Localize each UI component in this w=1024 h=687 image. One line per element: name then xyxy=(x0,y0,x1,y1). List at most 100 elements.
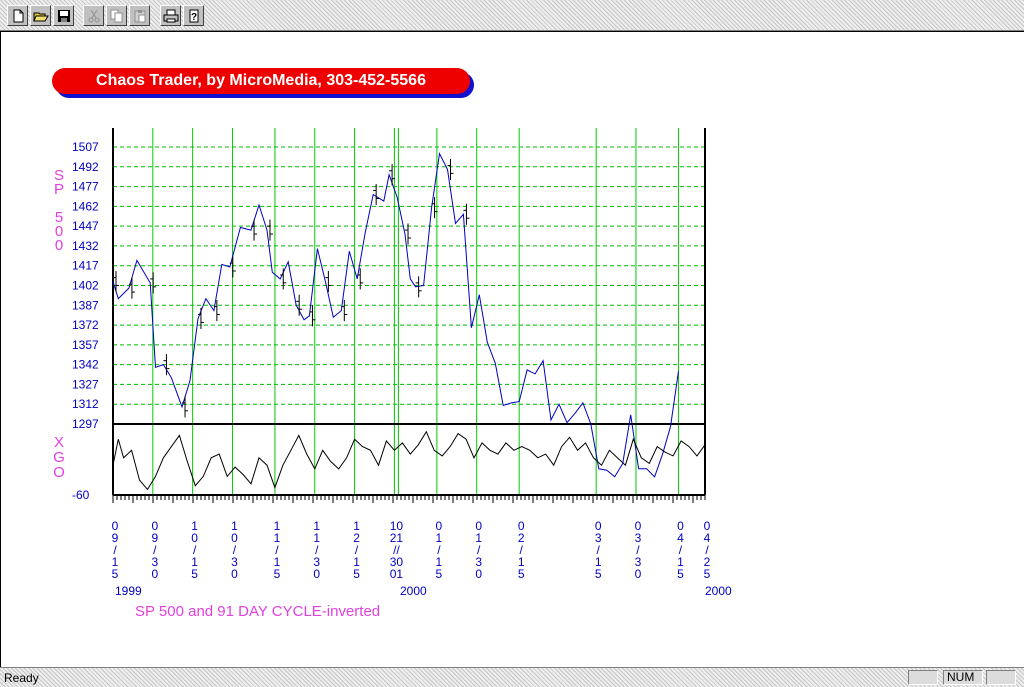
x-tick-label: 1 xyxy=(274,555,281,569)
status-pane-caps xyxy=(908,670,938,685)
x-year-label: 2000 xyxy=(400,584,427,598)
chart-window xyxy=(0,31,1024,667)
x-tick-label: 3 xyxy=(635,555,642,569)
x-tick-label: 4 xyxy=(677,531,684,545)
x-tick-label: / xyxy=(705,543,709,557)
x-tick-label: 0 xyxy=(677,519,684,533)
x-tick-label: 1 xyxy=(313,519,320,533)
paste-icon xyxy=(134,9,145,22)
y-tick-label: 1477 xyxy=(72,180,99,194)
x-tick-label: 0 xyxy=(635,567,642,581)
x-tick-label: 1 xyxy=(274,519,281,533)
y-tick-label: 1312 xyxy=(72,397,99,411)
x-tick-label: 3 xyxy=(151,555,158,569)
lower-panel-title-char: G xyxy=(53,449,65,466)
x-tick-label: 3 xyxy=(313,555,320,569)
x-tick-label: 5 xyxy=(677,567,684,581)
x-tick-label: / xyxy=(477,543,481,557)
scissors-icon xyxy=(88,9,99,22)
upper-panel-title-char: 0 xyxy=(55,223,63,240)
x-tick-label: / xyxy=(437,543,441,557)
open-folder-icon xyxy=(32,12,49,21)
x-tick-label: 1 xyxy=(353,519,360,533)
x-tick-label: 01 xyxy=(390,567,404,581)
x-tick-label: / xyxy=(315,543,319,557)
x-tick-label: 0 xyxy=(518,519,525,533)
x-tick-label: / xyxy=(596,543,600,557)
upper-panel-title-char: 0 xyxy=(55,237,63,254)
projected-price-line xyxy=(112,151,679,478)
x-tick-label: 0 xyxy=(475,567,482,581)
x-tick-label: // xyxy=(393,543,400,557)
y-tick-label: 1507 xyxy=(72,140,99,154)
paste-button[interactable] xyxy=(129,5,150,26)
x-tick-label: 2 xyxy=(353,531,360,545)
copy-icon xyxy=(110,9,122,22)
save-disk-icon xyxy=(57,9,70,22)
x-tick-label: 5 xyxy=(704,567,711,581)
x-tick-label: / xyxy=(355,543,359,557)
x-tick-label: 0 xyxy=(231,567,238,581)
upper-panel-title-char: P xyxy=(54,181,64,198)
x-tick-label: / xyxy=(679,543,683,557)
status-bar: Ready NUM xyxy=(0,667,1024,687)
y-tick-label: 1342 xyxy=(72,358,99,372)
upper-panel-title-char: 5 xyxy=(55,209,63,226)
cycle-inverted-line xyxy=(112,430,706,491)
y-tick-label: 1492 xyxy=(72,160,99,174)
x-tick-label: 1 xyxy=(436,531,443,545)
x-tick-label: 1 xyxy=(436,555,443,569)
x-tick-label: 5 xyxy=(353,567,360,581)
new-button[interactable] xyxy=(7,5,28,26)
help-button[interactable]: ? xyxy=(183,5,204,26)
x-tick-label: 2 xyxy=(518,531,525,545)
x-tick-label: 1 xyxy=(313,531,320,545)
x-tick-label: 5 xyxy=(112,567,119,581)
lower-panel-title-char: O xyxy=(53,464,65,481)
x-tick-label: 3 xyxy=(231,555,238,569)
lower-panel-title-char: X xyxy=(54,434,64,451)
save-button[interactable] xyxy=(53,5,74,26)
x-tick-label: 5 xyxy=(436,567,443,581)
x-tick-label: 9 xyxy=(151,531,158,545)
status-pane-num: NUM xyxy=(943,670,983,685)
x-tick-label: / xyxy=(636,543,640,557)
x-tick-label: 0 xyxy=(635,519,642,533)
x-tick-label: / xyxy=(193,543,197,557)
open-button[interactable] xyxy=(30,5,51,26)
x-tick-label: 0 xyxy=(475,519,482,533)
new-document-icon xyxy=(13,9,23,22)
y-tick-label: 1432 xyxy=(72,239,99,253)
y-tick-label: 1417 xyxy=(72,259,99,273)
x-tick-label: 0 xyxy=(112,519,119,533)
x-tick-label: / xyxy=(275,543,279,557)
x-tick-label: 5 xyxy=(274,567,281,581)
x-tick-label: 1 xyxy=(518,555,525,569)
x-tick-label: 0 xyxy=(595,519,602,533)
help-question-icon: ? xyxy=(189,9,198,23)
x-tick-label: 4 xyxy=(704,531,711,545)
y-tick-label: 1462 xyxy=(72,199,99,213)
print-button[interactable] xyxy=(160,5,181,26)
x-tick-label: 0 xyxy=(191,531,198,545)
y-tick-label: 1357 xyxy=(72,338,99,352)
svg-text:?: ? xyxy=(190,12,196,23)
y-tick-label: 1372 xyxy=(72,318,99,332)
x-tick-label: 1 xyxy=(112,555,119,569)
y-tick-label: 1402 xyxy=(72,279,99,293)
x-tick-label: 30 xyxy=(390,555,404,569)
x-tick-label: / xyxy=(113,543,117,557)
cut-button[interactable] xyxy=(83,5,104,26)
x-tick-label: 0 xyxy=(704,519,711,533)
y-tick-label: 1327 xyxy=(72,377,99,391)
x-year-label: 2000 xyxy=(705,584,732,598)
x-tick-label: 1 xyxy=(274,531,281,545)
copy-button[interactable] xyxy=(106,5,127,26)
x-tick-label: 1 xyxy=(191,555,198,569)
x-tick-label: 3 xyxy=(635,531,642,545)
x-tick-label: 1 xyxy=(353,555,360,569)
x-tick-label: 1 xyxy=(677,555,684,569)
x-tick-label: 0 xyxy=(151,519,158,533)
x-tick-label: 3 xyxy=(595,531,602,545)
x-tick-label: 1 xyxy=(595,555,602,569)
